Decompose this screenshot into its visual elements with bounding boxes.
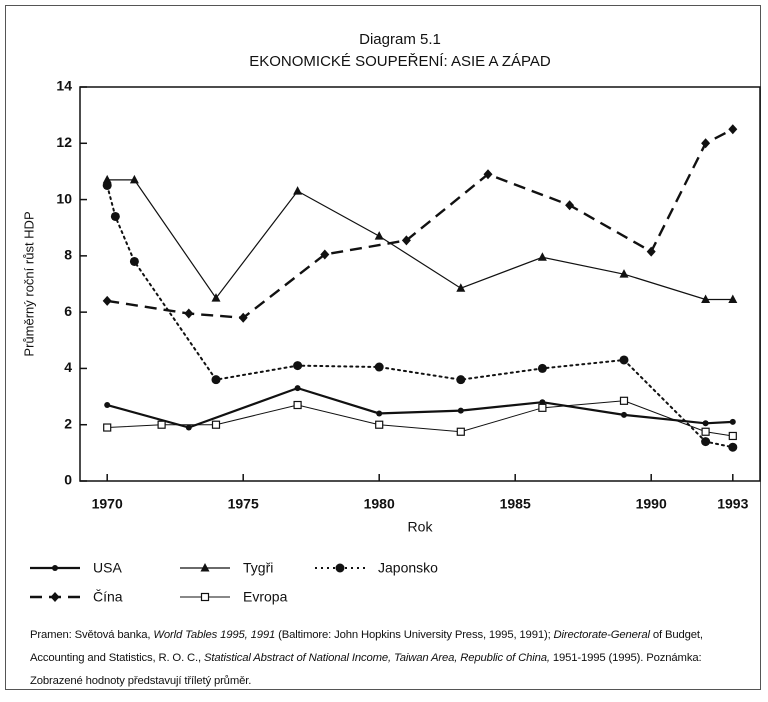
chart-subtitle: EKONOMICKÉ SOUPEŘENÍ: ASIE A ZÁPAD bbox=[249, 53, 551, 70]
data-point bbox=[129, 256, 139, 266]
source-note: Pramen: Světová banka, World Tables 1995… bbox=[30, 624, 755, 693]
data-point bbox=[537, 363, 547, 373]
note-part: World Tables 1995, 1991 bbox=[153, 629, 276, 641]
data-point bbox=[102, 295, 112, 306]
series-line bbox=[107, 400, 733, 437]
data-point bbox=[621, 411, 627, 418]
y-tick-label: 4 bbox=[64, 359, 72, 375]
series-line bbox=[106, 386, 733, 429]
chart-title: Diagram 5.1 bbox=[359, 31, 441, 48]
data-point bbox=[728, 442, 738, 452]
data-point bbox=[211, 293, 221, 302]
data-point bbox=[456, 283, 466, 292]
note-part: Statistical Abstract of National Income,… bbox=[204, 652, 550, 664]
y-tick-label: 2 bbox=[64, 415, 72, 431]
x-tick-label: 1980 bbox=[364, 496, 395, 512]
data-point bbox=[646, 246, 656, 257]
data-point bbox=[184, 308, 194, 319]
x-tick-label: 1990 bbox=[636, 496, 667, 512]
chart: Diagram 5.1 EKONOMICKÉ SOUPEŘENÍ: ASIE A… bbox=[21, 31, 761, 605]
data-point bbox=[701, 437, 711, 447]
y-tick-label: 8 bbox=[64, 247, 72, 263]
y-axis-label: Průměrný roční růst HDP bbox=[21, 211, 36, 356]
data-point bbox=[456, 427, 465, 436]
legend-label: USA bbox=[93, 560, 122, 576]
series-line bbox=[106, 184, 734, 449]
legend-label: Čína bbox=[93, 589, 123, 605]
legend-marker bbox=[335, 563, 345, 573]
data-point bbox=[375, 420, 384, 429]
data-point bbox=[293, 361, 303, 371]
y-tick-label: 14 bbox=[56, 78, 72, 94]
data-point bbox=[102, 181, 112, 190]
series-line bbox=[107, 128, 734, 320]
data-point bbox=[320, 249, 330, 260]
x-tick-label: 1970 bbox=[92, 496, 123, 512]
data-point bbox=[129, 174, 139, 184]
data-point bbox=[701, 138, 711, 149]
note-part: (Baltimore: John Hopkins University Pres… bbox=[275, 629, 554, 641]
data-point bbox=[457, 407, 464, 414]
legend-label: Evropa bbox=[243, 589, 288, 605]
data-point bbox=[456, 375, 466, 385]
data-point bbox=[110, 211, 120, 221]
data-point bbox=[294, 385, 301, 392]
data-point bbox=[728, 431, 737, 441]
legend-label: Tygři bbox=[243, 560, 273, 576]
data-point bbox=[104, 402, 111, 409]
x-axis-label: Rok bbox=[408, 519, 434, 535]
legend-label: Japonsko bbox=[378, 560, 438, 576]
data-point bbox=[538, 403, 547, 412]
y-tick-label: 12 bbox=[56, 134, 72, 150]
data-point bbox=[539, 399, 546, 406]
data-point bbox=[238, 312, 248, 323]
y-tick-label: 6 bbox=[64, 303, 72, 319]
data-point bbox=[157, 420, 166, 429]
data-point bbox=[211, 420, 221, 429]
note-part: of Budget, Accounting and Statistics, R.… bbox=[30, 629, 703, 664]
data-point bbox=[376, 410, 383, 417]
note-part: Directorate-General bbox=[553, 629, 651, 641]
x-tick-label: 1985 bbox=[500, 496, 531, 512]
data-point bbox=[701, 294, 711, 303]
data-point bbox=[728, 294, 738, 303]
data-point bbox=[701, 427, 710, 436]
data-point bbox=[293, 186, 303, 195]
data-point bbox=[185, 424, 192, 431]
data-point bbox=[374, 231, 384, 240]
data-point bbox=[729, 418, 736, 425]
data-point bbox=[565, 200, 575, 211]
data-point bbox=[211, 375, 221, 385]
data-point bbox=[619, 355, 629, 365]
x-tick-label: 1975 bbox=[228, 496, 259, 512]
series-line bbox=[107, 179, 733, 301]
legend-marker bbox=[50, 592, 60, 602]
data-point bbox=[483, 169, 493, 180]
data-point bbox=[103, 423, 112, 432]
note-part: Pramen: Světová banka, bbox=[30, 629, 154, 641]
data-point bbox=[619, 269, 629, 278]
legend-marker bbox=[52, 565, 58, 571]
plot-frame bbox=[79, 86, 761, 482]
data-point bbox=[619, 396, 629, 405]
data-point bbox=[102, 174, 112, 184]
x-tick-label: 1993 bbox=[717, 496, 748, 512]
y-tick-label: 0 bbox=[64, 472, 72, 488]
data-point bbox=[537, 252, 547, 261]
data-point bbox=[401, 235, 411, 246]
legend-marker bbox=[200, 592, 210, 602]
data-point bbox=[293, 400, 302, 410]
legend-marker bbox=[200, 563, 210, 572]
data-point bbox=[374, 362, 384, 372]
note-part: 1951-1995 (1995). Poznámka: Zobrazené ho… bbox=[30, 652, 702, 687]
y-tick-label: 10 bbox=[56, 190, 72, 206]
data-point bbox=[702, 420, 709, 427]
data-point bbox=[728, 124, 738, 135]
